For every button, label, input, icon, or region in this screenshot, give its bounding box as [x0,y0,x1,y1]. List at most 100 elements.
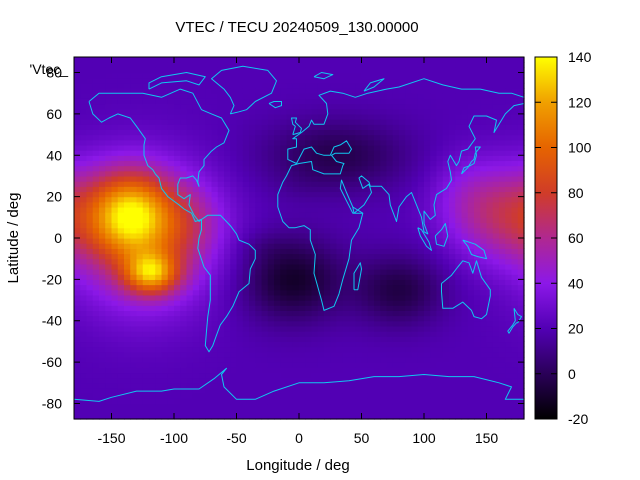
heatmap-cell [142,165,150,172]
heatmap-cell [124,413,131,420]
heatmap-cell [355,175,363,182]
heatmap-cell [499,129,506,136]
heatmap-cell [442,206,450,213]
heatmap-cell [399,310,406,317]
heatmap-cell [430,160,438,167]
heatmap-cell [511,88,519,94]
heatmap-cell [230,413,238,420]
heatmap-cell [399,294,406,301]
heatmap-cell [374,165,381,172]
heatmap-cell [374,155,381,162]
heatmap-cell [442,294,450,301]
heatmap-cell [386,325,394,332]
heatmap-cell [255,279,263,286]
heatmap-cell [149,119,156,125]
heatmap-cell [449,103,456,110]
heatmap-cell [155,325,163,332]
heatmap-cell [205,258,213,265]
heatmap-cell [230,387,238,394]
heatmap-cell [230,181,238,187]
heatmap-cell [142,232,150,239]
heatmap-cell [392,377,400,384]
heatmap-cell [349,408,356,415]
heatmap-cell [74,305,81,311]
heatmap-cell [461,336,469,343]
heatmap-cell [386,124,394,130]
heatmap-cell [436,284,444,291]
heatmap-cell [217,269,225,275]
heatmap-cell [74,269,81,275]
heatmap-cell [317,258,325,265]
heatmap-cell [367,336,375,343]
heatmap-cell [324,62,331,68]
heatmap-cell [292,196,300,203]
heatmap-cell [80,108,88,115]
heatmap-cell [474,279,481,286]
heatmap-cell [174,212,181,218]
heatmap-cell [92,315,100,322]
heatmap-cell [330,274,338,280]
heatmap-cell [292,325,300,332]
heatmap-cell [180,315,188,322]
heatmap-cell [161,243,169,249]
heatmap-cell [467,206,475,213]
heatmap-cell [299,57,306,63]
heatmap-cell [480,119,488,125]
heatmap-cell [436,186,444,193]
heatmap-cell [305,305,313,311]
heatmap-cell [436,356,444,363]
heatmap-cell [399,186,406,193]
heatmap-cell [505,227,513,234]
heatmap-cell [480,294,488,301]
heatmap-cell [211,222,219,229]
heatmap-cell [430,346,438,353]
heatmap-cell [230,331,238,337]
heatmap-cell [86,351,94,358]
heatmap-cell [361,82,369,89]
heatmap-cell [230,217,238,224]
heatmap-cell [74,77,81,84]
heatmap-cell [386,155,394,162]
heatmap-cell [286,93,294,99]
heatmap-cell [86,196,94,203]
heatmap-cell [386,377,394,384]
heatmap-cell [186,201,194,208]
heatmap-cell [467,253,475,260]
heatmap-cell [249,98,256,105]
heatmap-cell [180,325,188,332]
heatmap-cell [167,175,175,182]
heatmap-cell [505,263,513,270]
heatmap-cell [480,124,488,130]
heatmap-cell [499,320,506,327]
heatmap-cell [299,356,306,363]
heatmap-cell [455,367,463,374]
heatmap-cell [242,294,250,301]
heatmap-cell [361,253,369,260]
heatmap-cell [74,139,81,146]
heatmap-cell [142,217,150,224]
heatmap-cell [492,387,500,394]
heatmap-cell [324,217,331,224]
heatmap-cell [136,67,144,74]
heatmap-cell [205,139,213,146]
heatmap-cell [180,57,188,63]
heatmap-cell [130,67,138,74]
heatmap-cell [355,362,363,368]
heatmap-cell [99,77,106,84]
heatmap-cell [442,165,450,172]
heatmap-cell [80,191,88,198]
heatmap-cell [455,274,463,280]
heatmap-cell [242,196,250,203]
heatmap-cell [317,325,325,332]
heatmap-cell [380,181,388,187]
heatmap-cell [186,181,194,187]
heatmap-cell [505,305,513,311]
heatmap-cell [330,403,338,410]
heatmap-cell [436,387,444,394]
heatmap-cell [117,387,125,394]
heatmap-cell [130,387,138,394]
heatmap-cell [405,382,413,389]
heatmap-cell [249,331,256,337]
heatmap-cell [330,103,338,110]
heatmap-cell [361,305,369,311]
